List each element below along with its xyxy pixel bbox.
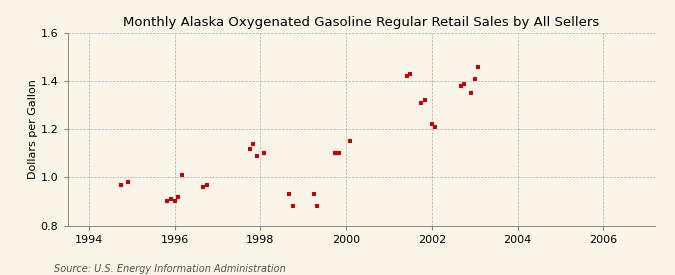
Y-axis label: Dollars per Gallon: Dollars per Gallon	[28, 79, 38, 179]
Point	[244, 146, 255, 151]
Text: Source: U.S. Energy Information Administration: Source: U.S. Energy Information Administ…	[54, 264, 286, 274]
Point	[287, 204, 298, 208]
Point	[177, 173, 188, 177]
Point	[252, 153, 263, 158]
Point	[402, 74, 412, 79]
Point	[173, 194, 184, 199]
Point	[162, 199, 173, 204]
Point	[248, 141, 259, 146]
Point	[455, 84, 466, 88]
Point	[201, 182, 212, 187]
Point	[284, 192, 294, 196]
Point	[166, 197, 177, 201]
Point	[430, 125, 441, 129]
Point	[198, 185, 209, 189]
Point	[308, 192, 319, 196]
Point	[123, 180, 134, 184]
Point	[416, 101, 427, 105]
Point	[469, 76, 480, 81]
Point	[333, 151, 344, 156]
Point	[419, 98, 430, 103]
Point	[312, 204, 323, 208]
Point	[115, 182, 126, 187]
Point	[458, 81, 469, 86]
Point	[344, 139, 355, 144]
Point	[169, 199, 180, 204]
Point	[466, 91, 477, 95]
Point	[259, 151, 269, 156]
Point	[427, 122, 437, 127]
Title: Monthly Alaska Oxygenated Gasoline Regular Retail Sales by All Sellers: Monthly Alaska Oxygenated Gasoline Regul…	[123, 16, 599, 29]
Point	[330, 151, 341, 156]
Point	[405, 72, 416, 76]
Point	[472, 65, 483, 69]
